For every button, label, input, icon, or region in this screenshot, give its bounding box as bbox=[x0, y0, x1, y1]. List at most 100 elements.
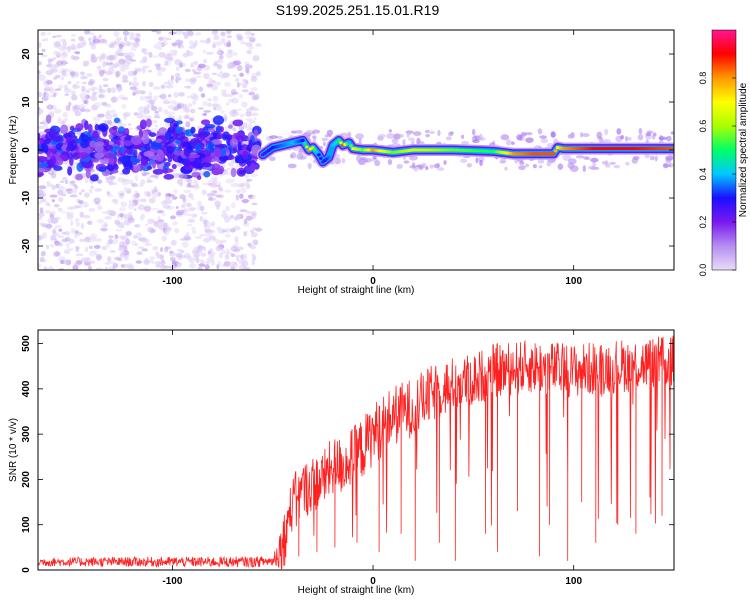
spectral-speckle bbox=[173, 91, 179, 98]
spectral-speckle bbox=[241, 122, 248, 128]
spectral-speckle bbox=[127, 123, 132, 126]
spectral-speckle bbox=[229, 138, 239, 147]
spectral-speckle bbox=[136, 251, 143, 256]
spectral-speckle bbox=[175, 30, 184, 35]
spectral-speckle bbox=[223, 113, 227, 119]
spectral-speckle bbox=[170, 99, 176, 105]
spectral-speckle bbox=[210, 79, 214, 85]
spectral-speckle bbox=[67, 140, 78, 151]
spectral-speckle bbox=[44, 86, 52, 89]
spectral-speckle bbox=[245, 107, 252, 114]
spectral-speckle bbox=[171, 163, 177, 170]
spectral-speckle bbox=[56, 60, 63, 66]
spectral-speckle bbox=[73, 104, 81, 111]
spectral-speckle bbox=[94, 201, 100, 205]
spectral-speckle bbox=[50, 244, 54, 248]
spectral-speckle bbox=[83, 192, 90, 198]
spectral-speckle bbox=[234, 235, 239, 242]
spectral-speckle bbox=[252, 55, 260, 62]
spectral-speckle bbox=[71, 72, 75, 79]
spectral-speckle bbox=[229, 261, 236, 268]
spectral-speckle bbox=[148, 51, 153, 58]
spectral-speckle bbox=[189, 207, 197, 211]
spectral-speckle bbox=[163, 99, 168, 104]
spectral-speckle bbox=[239, 72, 244, 77]
spectral-speckle bbox=[226, 35, 233, 38]
spectral-speckle bbox=[587, 165, 597, 170]
spectral-speckle bbox=[418, 166, 424, 170]
spectral-speckle bbox=[411, 140, 415, 145]
spectral-speckle bbox=[47, 217, 56, 224]
spectral-speckle bbox=[322, 141, 327, 147]
spectral-speckle bbox=[39, 207, 44, 214]
spectral-speckle bbox=[170, 215, 176, 220]
spectral-speckle bbox=[183, 158, 191, 168]
spectral-speckle bbox=[80, 132, 85, 139]
spectral-speckle bbox=[583, 156, 589, 160]
spectral-speckle bbox=[241, 101, 248, 108]
spectral-speckle bbox=[82, 61, 88, 67]
spectral-speckle bbox=[645, 132, 652, 137]
spectral-speckle bbox=[44, 209, 52, 214]
spectrogram-x-label: Height of straight line (km) bbox=[298, 285, 415, 296]
spectral-speckle bbox=[183, 253, 191, 259]
spectral-speckle bbox=[377, 133, 386, 138]
spectral-speckle bbox=[89, 189, 93, 194]
spectral-speckle bbox=[70, 38, 76, 42]
spectral-speckle bbox=[579, 132, 584, 138]
spectral-speckle bbox=[86, 73, 93, 77]
spectral-speckle bbox=[76, 160, 81, 164]
spectral-speckle bbox=[120, 97, 129, 100]
spectral-speckle bbox=[250, 173, 259, 177]
spectral-speckle bbox=[460, 158, 468, 163]
spectral-speckle bbox=[197, 266, 203, 270]
spectral-speckle bbox=[230, 253, 236, 258]
spectral-speckle bbox=[175, 126, 183, 134]
spectral-speckle bbox=[159, 265, 168, 269]
spectral-speckle bbox=[156, 64, 161, 71]
spectral-speckle bbox=[44, 93, 49, 99]
spectral-speckle bbox=[129, 36, 134, 40]
spectral-speckle bbox=[238, 94, 244, 99]
spectral-speckle bbox=[84, 120, 89, 131]
spectral-speckle bbox=[104, 152, 116, 159]
spectral-speckle bbox=[62, 211, 66, 214]
spectral-speckle bbox=[663, 163, 672, 168]
spectral-speckle bbox=[461, 141, 470, 146]
spectral-speckle bbox=[226, 167, 230, 171]
spectral-speckle bbox=[52, 92, 57, 98]
spectral-speckle bbox=[108, 235, 114, 239]
spectral-speckle bbox=[189, 263, 196, 269]
spectral-speckle bbox=[197, 244, 203, 250]
spectral-speckle bbox=[189, 40, 194, 46]
spectral-speckle bbox=[97, 113, 105, 118]
spectral-speckle bbox=[233, 60, 242, 66]
spectral-speckle bbox=[82, 215, 91, 219]
spectral-speckle bbox=[188, 218, 195, 223]
spectral-speckle bbox=[38, 185, 47, 190]
snr-panel: -100 0 100 0 100 200 300 400 500 Height of stra… bbox=[8, 329, 675, 596]
spectral-speckle bbox=[211, 139, 223, 145]
spectral-speckle bbox=[68, 101, 72, 107]
spectral-speckle bbox=[140, 179, 146, 185]
spectral-speckle bbox=[546, 160, 552, 167]
spectral-speckle bbox=[197, 200, 202, 207]
spectral-speckle bbox=[58, 228, 63, 232]
x-tick-label: 0 bbox=[370, 276, 376, 287]
spectral-speckle bbox=[108, 140, 113, 146]
spectral-speckle bbox=[213, 34, 220, 41]
spectral-speckle bbox=[52, 50, 59, 55]
spectral-speckle bbox=[287, 163, 297, 169]
spectral-speckle bbox=[207, 141, 214, 151]
spectral-speckle bbox=[226, 49, 233, 54]
spectral-speckle bbox=[241, 253, 248, 261]
spectral-speckle bbox=[182, 31, 186, 36]
spectral-ridge-core bbox=[319, 156, 323, 160]
spectral-speckle bbox=[429, 164, 434, 169]
spectral-speckle bbox=[101, 61, 106, 68]
spectral-speckle bbox=[230, 202, 236, 209]
spectral-speckle bbox=[250, 162, 256, 172]
spectral-speckle bbox=[176, 41, 183, 47]
spectral-speckle bbox=[39, 222, 47, 226]
spectral-speckle bbox=[103, 221, 108, 226]
